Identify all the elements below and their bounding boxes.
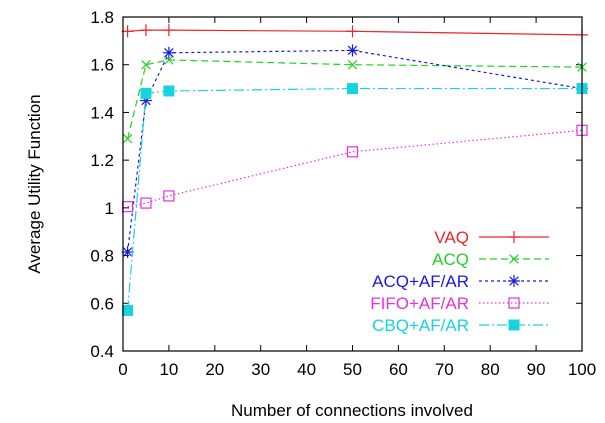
y-axis-label: Average Utility Function (25, 94, 44, 273)
data-point (141, 59, 151, 70)
y-tick-label: 1.6 (90, 56, 114, 75)
data-point (347, 59, 358, 70)
y-tick-label: 0.6 (90, 294, 114, 313)
data-point (164, 55, 174, 65)
legend-marker (508, 275, 520, 287)
data-point (347, 83, 358, 95)
x-tick-label: 80 (481, 360, 500, 379)
data-point (122, 304, 134, 316)
series-layer (121, 24, 588, 316)
x-axis-ticks: 0 10 20 30 40 50 60 70 80 90 100 (118, 17, 596, 379)
y-tick-label: 1.2 (90, 151, 114, 170)
data-point (140, 87, 152, 99)
x-tick-label: 100 (568, 360, 596, 379)
data-point (346, 44, 359, 57)
x-tick-label: 50 (343, 360, 362, 379)
data-point (163, 190, 175, 202)
series-vaq (121, 24, 588, 41)
x-axis-label: Number of connections involved (231, 401, 473, 420)
legend-label: CBQ+AF/AR (372, 316, 469, 335)
legend-label: ACQ+AF/AR (372, 272, 469, 291)
legend-label: VAQ (434, 228, 469, 247)
data-point (162, 46, 175, 59)
series-acq-af-ar (121, 44, 588, 258)
y-tick-label: 0.4 (90, 342, 114, 361)
x-tick-label: 10 (159, 360, 178, 379)
y-tick-label: 1.8 (90, 8, 114, 27)
x-tick-label: 0 (118, 360, 127, 379)
data-point (346, 146, 359, 158)
data-point (346, 25, 359, 38)
data-point (162, 24, 175, 37)
x-tick-label: 20 (205, 360, 224, 379)
series-line (127, 129, 583, 208)
x-tick-label: 30 (251, 360, 270, 379)
y-axis-ticks: 0.4 0.6 0.8 1 1.2 1.4 1.6 1.8 (90, 8, 582, 361)
data-point (163, 85, 175, 97)
x-tick-label: 90 (527, 360, 546, 379)
series-line (127, 59, 583, 139)
series-fifo-af-ar (121, 124, 588, 213)
data-point (140, 197, 152, 209)
legend-marker (508, 231, 520, 243)
x-tick-label: 40 (297, 360, 316, 379)
x-tick-label: 70 (435, 360, 454, 379)
y-tick-label: 1 (105, 199, 114, 218)
x-tick-label: 60 (389, 360, 408, 379)
y-tick-label: 0.8 (90, 247, 114, 266)
series-line (126, 49, 583, 253)
legend-marker (508, 297, 520, 309)
legend-marker (509, 254, 519, 264)
data-point (139, 24, 152, 37)
y-tick-label: 1.4 (90, 103, 114, 122)
legend-label: FIFO+AF/AR (370, 294, 469, 313)
legend-marker (508, 319, 520, 331)
legend: VAQ ACQ ACQ+AF/AR FIFO+AF/AR CBQ+AF/AR (370, 228, 549, 335)
series-acq (122, 55, 587, 144)
data-point (122, 133, 133, 144)
legend-label: ACQ (432, 250, 469, 269)
plot-frame (122, 16, 583, 352)
